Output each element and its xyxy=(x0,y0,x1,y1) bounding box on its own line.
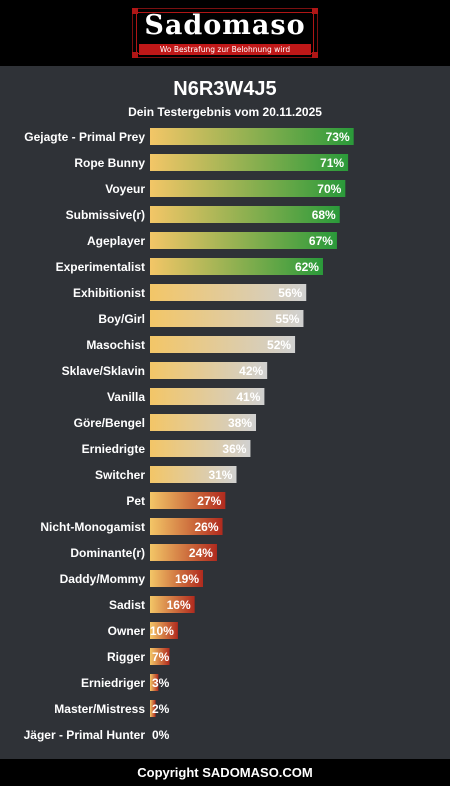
page-title: N6R3W4J5 xyxy=(173,78,277,100)
page-subtitle: Dein Testergebnis vom 20.11.2025 xyxy=(128,105,322,119)
value-label: 42% xyxy=(239,364,263,378)
category-label: Switcher xyxy=(95,468,145,482)
category-label: Ageplayer xyxy=(87,234,145,248)
category-label: Experimentalist xyxy=(56,260,145,274)
bar xyxy=(150,388,265,405)
value-label: 71% xyxy=(320,156,344,170)
category-label: Erniedrigte xyxy=(82,442,146,456)
value-label: 7% xyxy=(152,650,170,664)
category-label: Sadist xyxy=(109,598,145,612)
category-label: Submissive(r) xyxy=(66,208,145,222)
bar xyxy=(150,440,251,457)
header-bar: Sadomaso Wo Bestrafung zur Belohnung wir… xyxy=(0,0,450,66)
bar xyxy=(150,128,354,145)
value-label: 56% xyxy=(278,286,302,300)
bar xyxy=(150,544,217,561)
value-label: 19% xyxy=(175,572,199,586)
bar xyxy=(150,700,156,717)
value-label: 24% xyxy=(189,546,213,560)
bar xyxy=(150,284,307,301)
bar xyxy=(150,466,237,483)
value-label: 16% xyxy=(167,598,191,612)
category-label: Nicht-Monogamist xyxy=(40,520,145,534)
value-label: 38% xyxy=(228,416,252,430)
logo-corner xyxy=(132,52,138,58)
bar xyxy=(150,414,257,431)
site-logo[interactable]: Sadomaso Wo Bestrafung zur Belohnung wir… xyxy=(132,8,318,58)
value-label: 10% xyxy=(150,624,174,638)
bar xyxy=(150,492,226,509)
bar xyxy=(150,674,159,691)
copyright-text: Copyright SADOMASO.COM xyxy=(137,765,313,780)
bar xyxy=(150,180,346,197)
category-label: Exhibitionist xyxy=(73,286,145,300)
category-label: Masochist xyxy=(86,338,145,352)
value-label: 70% xyxy=(317,182,341,196)
value-label: 26% xyxy=(195,520,219,534)
bar xyxy=(150,622,178,639)
bar xyxy=(150,336,296,353)
category-label: Göre/Bengel xyxy=(74,416,145,430)
value-label: 55% xyxy=(275,312,299,326)
category-label: Gejagte - Primal Prey xyxy=(24,130,145,144)
value-label: 67% xyxy=(309,234,333,248)
value-label: 73% xyxy=(326,130,350,144)
category-label: Boy/Girl xyxy=(98,312,145,326)
bar xyxy=(150,232,337,249)
bar xyxy=(150,206,340,223)
value-label: 0% xyxy=(152,728,170,742)
logo-wordmark: Sadomaso xyxy=(144,10,306,41)
category-label: Rope Bunny xyxy=(74,156,145,170)
category-label: Voyeur xyxy=(105,182,145,196)
logo-corner xyxy=(132,8,138,14)
category-label: Erniedriger xyxy=(81,676,145,690)
logo-corner xyxy=(312,52,318,58)
bar xyxy=(150,648,170,665)
logo-tagline: Wo Bestrafung zur Belohnung wird xyxy=(139,44,311,55)
value-label: 52% xyxy=(267,338,291,352)
bar xyxy=(150,362,268,379)
bar xyxy=(150,570,204,587)
logo-corner xyxy=(312,8,318,14)
footer-bar: Copyright SADOMASO.COM xyxy=(0,759,450,786)
category-label: Master/Mistress xyxy=(54,702,145,716)
category-label: Owner xyxy=(108,624,146,638)
category-label: Rigger xyxy=(107,650,145,664)
bar xyxy=(150,596,195,613)
value-label: 41% xyxy=(236,390,260,404)
bar xyxy=(150,154,349,171)
value-label: 62% xyxy=(295,260,319,274)
category-label: Jäger - Primal Hunter xyxy=(24,728,146,742)
bar xyxy=(150,518,223,535)
value-label: 27% xyxy=(197,494,221,508)
value-label: 31% xyxy=(208,468,232,482)
category-label: Vanilla xyxy=(107,390,145,404)
bar xyxy=(150,310,304,327)
category-label: Dominante(r) xyxy=(70,546,145,560)
value-label: 36% xyxy=(222,442,246,456)
bar xyxy=(150,258,323,275)
category-label: Sklave/Sklavin xyxy=(62,364,145,378)
value-label: 2% xyxy=(152,702,170,716)
value-label: 3% xyxy=(152,676,170,690)
category-label: Daddy/Mommy xyxy=(60,572,146,586)
category-label: Pet xyxy=(126,494,145,508)
value-label: 68% xyxy=(312,208,336,222)
